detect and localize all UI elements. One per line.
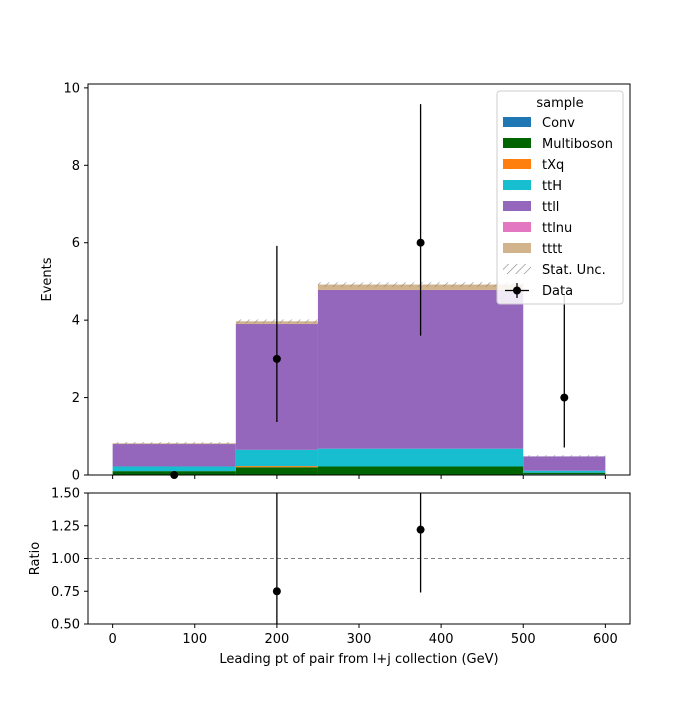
ratio-point-1 [416,525,425,534]
legend-label-txq: tXq [542,158,564,173]
legend-data-marker [513,286,521,295]
x-tick-label: 500 [511,632,536,647]
ratio-points [272,493,425,624]
legend-label-conv: Conv [542,116,575,131]
bar-tth-bin-1 [235,449,318,467]
legend-label-ttlnu: ttlnu [542,221,572,236]
data-point-2 [416,238,425,247]
legend-swatch-multiboson [503,138,531,148]
legend-swatch-txq [503,159,531,169]
legend-swatch-tttt [503,243,531,253]
ratio-frame [87,492,631,625]
y-axis-label: Events [40,257,55,301]
data-point-1 [272,354,281,363]
main-panel: 0 2 4 6 8 10 Events [40,81,631,484]
y-tick-label: 4 [72,314,80,329]
legend-label-stat-unc: Stat. Unc. [542,263,606,278]
x-tick-label: 400 [429,632,454,647]
legend-label-data: Data [542,284,573,299]
legend-title: sample [536,96,583,111]
legend-label-tth: ttH [542,179,562,194]
y-tick-label: 8 [72,159,80,174]
x-axis-label: Leading pt of pair from l+j collection (… [219,652,498,667]
stacked-bars [112,282,606,475]
bar-tth-bin-0 [112,466,236,472]
legend-label-ttll: ttll [542,200,559,215]
bar-multiboson-bin-1 [235,467,318,475]
legend-swatch-stat-unc [503,264,531,274]
y-tick-label: 10 [63,81,80,96]
bar-multiboson-bin-2 [317,466,524,475]
bar-txq-bin-1 [235,466,318,468]
bar-multiboson-bin-3 [523,472,606,475]
bar-ttll-bin-3 [523,456,606,471]
x-tick-label: 600 [593,632,618,647]
y-tick-label: 6 [72,236,80,251]
ratio-y-tick-label: 1.50 [51,487,80,502]
legend-label-multiboson: Multiboson [542,137,613,152]
ratio-point-0 [272,587,281,596]
y-tick-label: 2 [72,391,80,406]
bar-tth-bin-2 [317,448,524,467]
data-point-3 [560,393,569,402]
legend-swatch-conv [503,117,531,127]
ratio-y-axis-label: Ratio [28,542,43,575]
legend: sample Conv Multiboson tXq ttH ttll ttlnu tttt S… [496,90,624,305]
bar-tth-bin-3 [523,470,606,473]
legend-swatch-tth [503,180,531,190]
bar-ttll-bin-0 [112,444,236,467]
ratio-y-tick-label: 0.75 [51,585,80,600]
y-tick-label: 0 [72,469,80,484]
x-tick-label: 100 [182,632,207,647]
legend-swatch-ttll [503,201,531,211]
stat-unc-band-bin-3 [523,455,606,458]
x-tick-label: 0 [108,632,116,647]
x-tick-label: 300 [347,632,372,647]
ratio-y-tick-label: 1.00 [51,552,80,567]
ratio-panel: 0.50 0.75 1.00 1.25 1.50 0 100 200 300 400 500 600 R… [28,487,631,667]
ratio-y-tick-label: 1.25 [51,519,80,534]
legend-label-tttt: tttt [542,242,562,257]
data-points [170,104,569,479]
stat-unc-band-bin-0 [112,442,236,445]
x-tick-label: 200 [264,632,289,647]
legend-swatch-ttlnu [503,222,531,232]
ratio-y-tick-label: 0.50 [51,618,80,633]
